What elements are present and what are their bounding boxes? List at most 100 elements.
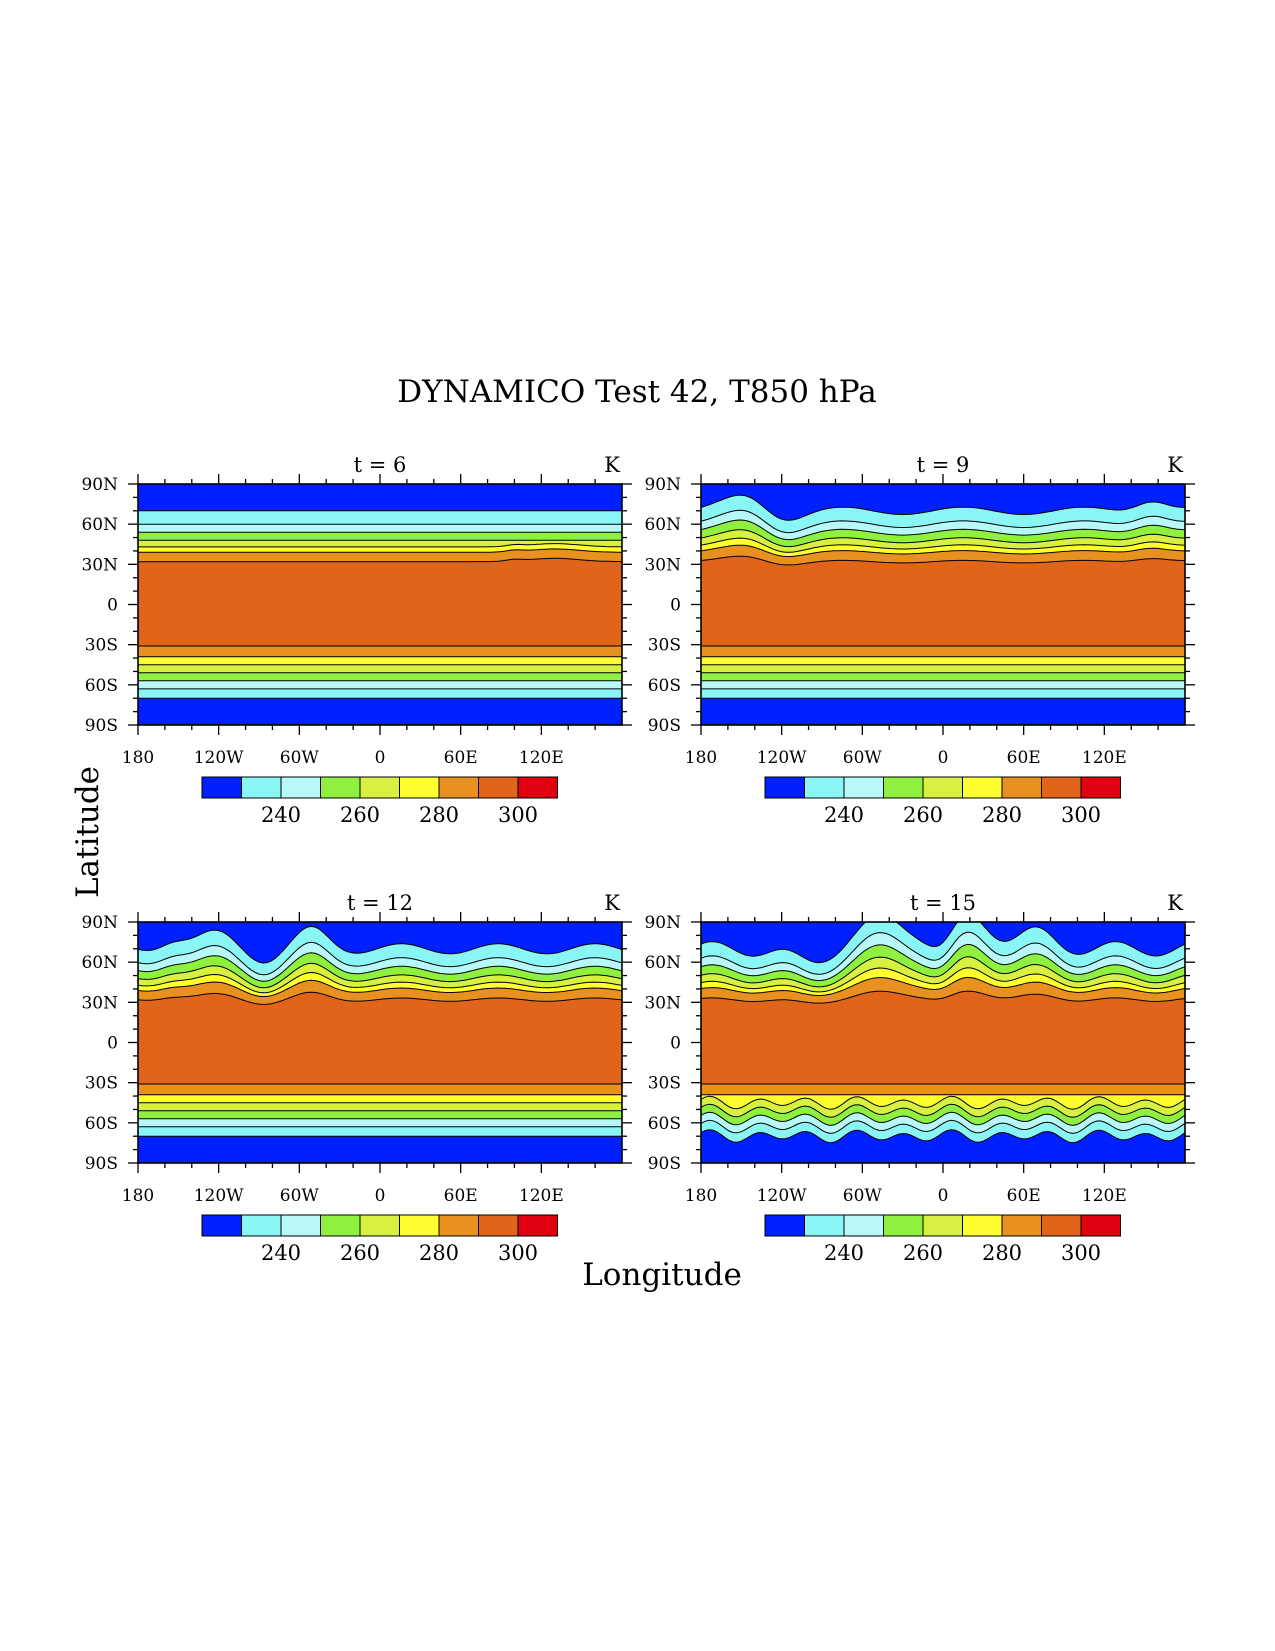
panel-1: 180 120W 60W 0 60E 120E 90N 60N 30N 0 30S 60S 90S t =… [81,453,632,827]
colorbar-swatch [201,1214,242,1237]
x-tick-label: 180 [122,748,154,768]
contour-field [701,922,1185,1163]
contour-line [701,529,1185,548]
colorbar-swatch [359,776,400,799]
colorbar-label: 280 [982,1241,1022,1265]
contour-line [138,548,622,553]
contour-line [701,943,1185,982]
contour-field [138,484,622,725]
colorbar-swatch [764,1214,805,1237]
colorbar-swatch [1001,776,1042,799]
contour-line [701,931,1185,975]
contour-field [138,922,622,1163]
y-tick-label: 0 [670,1034,681,1054]
y-tick-label: 90N [81,913,118,933]
figure-title: DYNAMICO Test 42, T850 hPa [397,374,876,410]
colorbar-label: 280 [419,1241,459,1265]
x-tick-label: 120E [519,748,564,768]
x-tick-label: 60E [1007,1186,1041,1206]
y-tick-label: 30N [81,555,118,575]
x-tick-label: 60W [843,1186,883,1206]
colorbar-swatch [883,1214,924,1237]
contour-line [138,543,622,548]
panel-4: 180 120W 60W 0 60E 120E 90N 60N 30N 0 30S 60S 90S t =… [644,891,1195,1265]
y-tick-label: 90N [644,913,681,933]
y-tick-label: 90N [644,475,681,495]
x-tick-label: 60E [1007,748,1041,768]
x-tick-label: 0 [938,748,949,768]
colorbar-swatch [843,776,884,799]
y-axis-label: Latitude [70,766,106,898]
contour-line [701,922,1185,964]
y-tick-label: 0 [670,596,681,616]
x-tick-label: 60E [444,748,478,768]
x-tick-label: 0 [938,1186,949,1206]
contour-line [701,956,1185,988]
colorbar-label: 300 [498,803,538,827]
y-tick-label: 90S [85,1154,118,1174]
panel-units: K [1167,891,1183,915]
colorbar-swatch [962,1214,1003,1237]
x-tick-label: 60W [843,748,883,768]
contour-line [701,1103,1185,1118]
band-region [138,1136,622,1163]
band-region [701,1129,1185,1163]
x-tick-label: 120E [1082,1186,1127,1206]
contour-line [701,544,1185,558]
y-tick-label: 60S [648,676,681,696]
panel-3: 180 120W 60W 0 60E 120E 90N 60N 30N 0 30S 60S 90S t =… [81,891,632,1265]
contour-line [138,979,622,998]
y-tick-label: 0 [107,596,118,616]
colorbar-swatch [399,776,440,799]
colorbar: 240 260 280 300 [201,776,558,827]
contour-line [138,952,622,982]
colorbar-swatch [1080,1214,1121,1237]
contour-line [701,1129,1185,1144]
y-tick-label: 60S [85,676,118,696]
colorbar: 240 260 280 300 [764,776,1121,827]
colorbar-swatch [320,1214,361,1237]
y-tick-label: 90S [648,716,681,736]
contour-line [138,971,622,994]
colorbar-swatch [280,776,321,799]
x-tick-label: 60W [280,1186,320,1206]
y-tick-label: 30S [648,636,681,656]
x-tick-label: 120E [519,1186,564,1206]
x-tick-label: 60W [280,748,320,768]
x-tick-label: 0 [375,1186,386,1206]
colorbar-swatch [962,776,1003,799]
contour-line [701,1095,1185,1110]
colorbar-label: 260 [340,803,380,827]
colorbar-label: 260 [340,1241,380,1265]
y-tick-label: 90S [648,1154,681,1174]
y-tick-label: 60N [644,515,681,535]
x-tick-label: 60E [444,1186,478,1206]
contour-line [701,519,1185,541]
y-tick-label: 60N [644,953,681,973]
colorbar-label: 240 [261,803,301,827]
panel-title: t = 9 [917,453,970,477]
panel-2: 180 120W 60W 0 60E 120E 90N 60N 30N 0 30S 60S 90S t =… [644,453,1195,827]
y-tick-label: 60S [648,1114,681,1134]
colorbar-swatch [320,776,361,799]
colorbar-label: 260 [903,803,943,827]
x-tick-label: 180 [122,1186,154,1206]
contour-line [701,990,1185,1004]
x-tick-label: 120W [757,1186,807,1206]
colorbar-swatch [359,1214,400,1237]
colorbar-swatch [478,776,519,799]
colorbar-swatch [1041,776,1082,799]
panel-title: t = 12 [347,891,413,915]
contour-line [138,941,622,976]
y-tick-label: 30N [644,555,681,575]
y-tick-label: 60N [81,953,118,973]
y-tick-label: 90S [85,716,118,736]
x-tick-label: 180 [685,1186,717,1206]
colorbar-swatch [201,776,242,799]
contour-field [701,484,1185,725]
contour-line [701,1111,1185,1126]
y-tick-label: 30S [85,636,118,656]
colorbar-swatch [517,776,558,799]
colorbar-label: 260 [903,1241,943,1265]
colorbar-swatch [843,1214,884,1237]
